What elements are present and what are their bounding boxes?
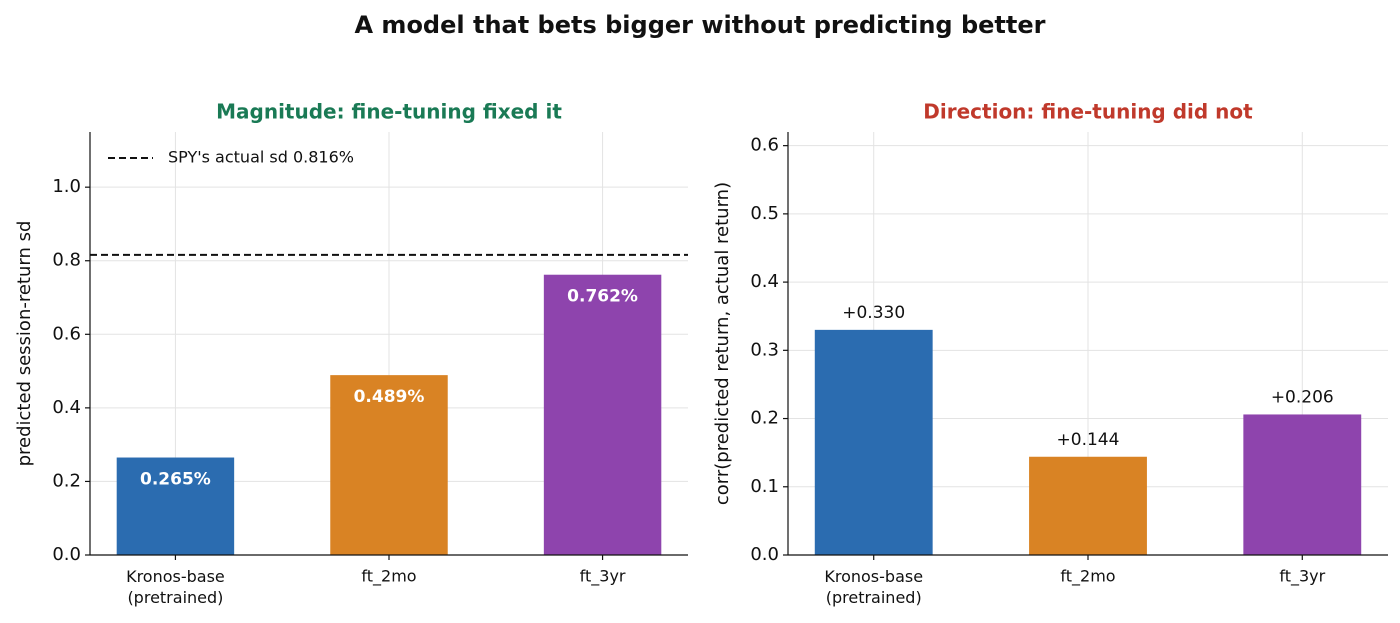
chart-title: Magnitude: fine-tuning fixed it <box>216 100 562 124</box>
bar <box>543 274 662 555</box>
value-label: +0.144 <box>1057 430 1120 450</box>
y-tick-label: 0.0 <box>750 544 779 565</box>
y-axis-label: predicted session-return sd <box>14 221 35 467</box>
value-label: 0.489% <box>354 387 425 407</box>
value-label: 0.762% <box>567 287 638 307</box>
bar <box>814 329 933 555</box>
bar <box>1243 414 1362 555</box>
y-axis-label: corr(predicted return, actual return) <box>712 182 733 505</box>
y-tick-label: 0.4 <box>750 271 779 292</box>
y-tick-label: 0.5 <box>750 203 779 224</box>
x-tick-label: ft_2mo <box>361 567 416 587</box>
y-tick-label: 0.6 <box>52 323 81 344</box>
bar <box>330 375 448 555</box>
y-tick-label: 0.2 <box>750 408 779 429</box>
x-tick-label: ft_2mo <box>1060 567 1115 587</box>
x-tick-label: Kronos-base (pretrained) <box>126 567 225 607</box>
y-tick-label: 0.3 <box>750 339 779 360</box>
x-tick-label: Kronos-base (pretrained) <box>824 567 923 607</box>
legend-label: SPY's actual sd 0.816% <box>168 148 354 167</box>
figure-title: A model that bets bigger without predict… <box>355 11 1046 39</box>
value-label: +0.206 <box>1271 387 1334 407</box>
y-tick-label: 0.1 <box>750 476 779 497</box>
bar <box>116 457 235 555</box>
y-tick-label: 0.0 <box>52 544 81 565</box>
y-tick-label: 0.4 <box>52 397 81 418</box>
value-label: 0.265% <box>140 470 211 490</box>
y-tick-label: 1.0 <box>52 176 81 197</box>
x-tick-label: ft_3yr <box>580 567 626 587</box>
value-label: +0.330 <box>842 303 905 323</box>
y-tick-label: 0.6 <box>750 135 779 156</box>
x-tick-label: ft_3yr <box>1279 567 1325 587</box>
bar <box>1029 456 1147 555</box>
chart-title: Direction: fine-tuning did not <box>923 100 1253 124</box>
y-tick-label: 0.2 <box>52 470 81 491</box>
y-tick-label: 0.8 <box>52 250 81 271</box>
